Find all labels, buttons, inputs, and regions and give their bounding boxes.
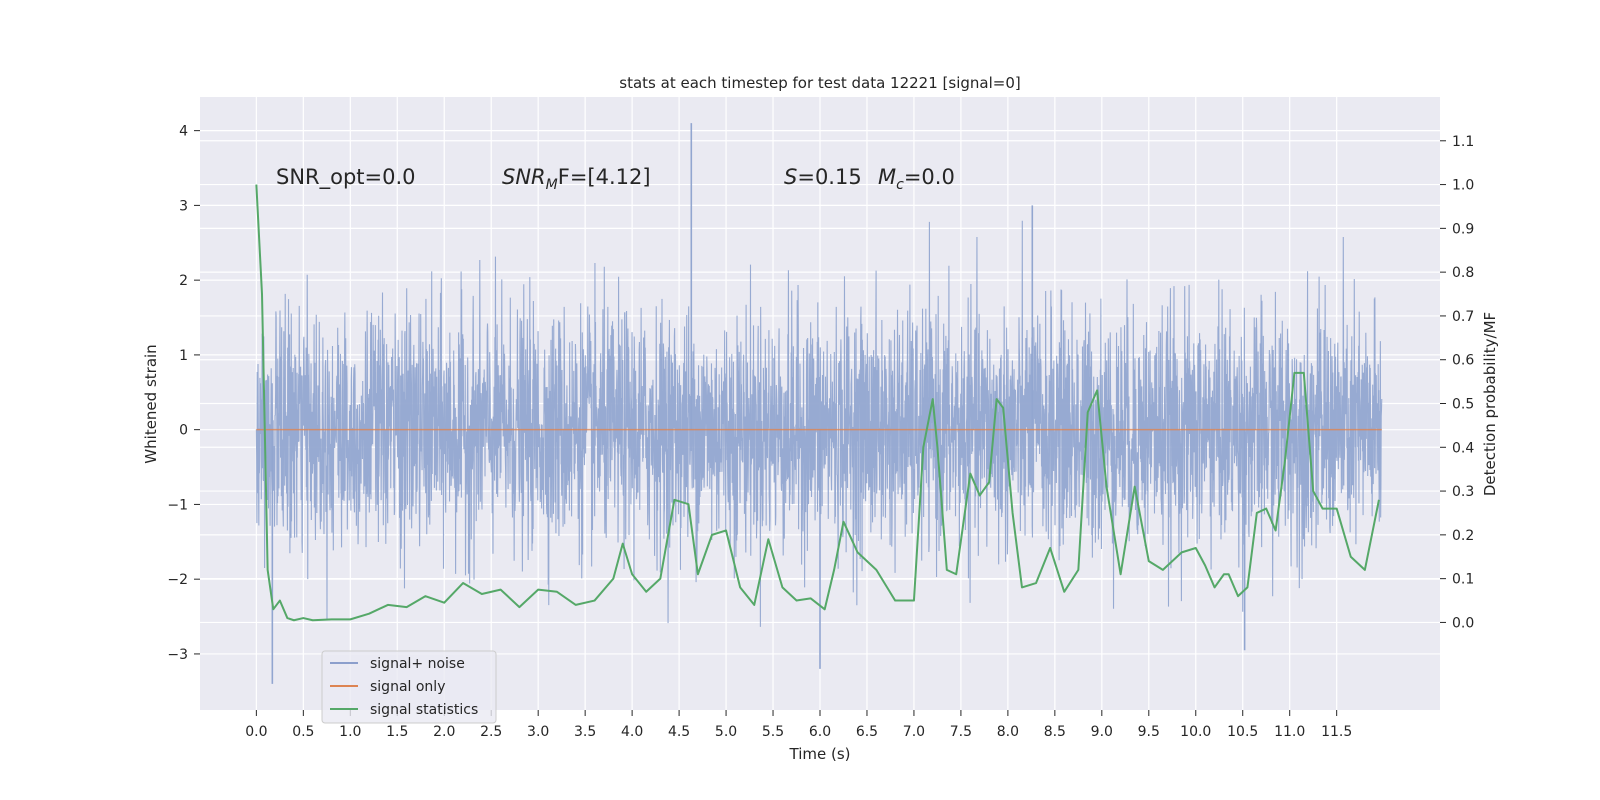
x-tick-label: 8.5 <box>1044 724 1066 740</box>
annotation-snr-mf: SNRMF=[4.12] <box>502 165 651 193</box>
y2-tick-label: 0.8 <box>1452 265 1474 281</box>
x-tick-label: 7.0 <box>903 724 925 740</box>
x-tick-label: 1.5 <box>386 724 408 740</box>
x-tick-label: 2.5 <box>480 724 502 740</box>
s-value: =0.15 <box>797 165 861 189</box>
y2-tick-label: 0.7 <box>1452 309 1474 325</box>
y2-tick-label: 0.3 <box>1452 484 1474 500</box>
series-signal-plus-noise <box>255 123 1383 684</box>
y2-axis-title: Detection probability/MF <box>1481 312 1499 496</box>
x-tick-label: 0.0 <box>245 724 267 740</box>
legend: signal+ noise signal only signal statist… <box>321 650 497 724</box>
y2-tick-label: 0.9 <box>1452 221 1474 237</box>
x-tick-label: 5.5 <box>762 724 784 740</box>
x-tick-label: 1.0 <box>339 724 361 740</box>
mc-value: =0.0 <box>904 165 955 189</box>
y2-tick-label: 0.6 <box>1452 353 1474 369</box>
legend-label-signal: signal only <box>370 679 445 695</box>
y2-tick-label: 1.1 <box>1452 134 1474 150</box>
snr-mf-subscript: M <box>546 177 558 193</box>
annotation-mc: Mc=0.0 <box>878 165 955 193</box>
y2-tick-label: 0.1 <box>1452 572 1474 588</box>
y-tick-label: 3 <box>179 198 188 214</box>
y2-tick-label: 1.0 <box>1452 178 1474 194</box>
mc-subscript: c <box>896 177 904 193</box>
x-tick-label: 9.5 <box>1138 724 1160 740</box>
chart-title: stats at each timestep for test data 122… <box>619 74 1020 92</box>
x-tick-label: 6.0 <box>809 724 831 740</box>
mc-prefix: M <box>878 165 896 189</box>
x-tick-label: 3.0 <box>527 724 549 740</box>
x-tick-label: 10.0 <box>1180 724 1211 740</box>
legend-box <box>321 650 497 724</box>
y2-tick-label: 0.5 <box>1452 397 1474 413</box>
y-axis-title: Whitened strain <box>142 344 160 463</box>
x-tick-label: 0.5 <box>292 724 314 740</box>
legend-label-noise: signal+ noise <box>370 656 465 672</box>
x-tick-label: 4.0 <box>621 724 643 740</box>
x-axis-title: Time (s) <box>789 745 851 763</box>
statistics-line <box>255 184 1380 622</box>
y-tick-label: 2 <box>179 273 188 289</box>
y-axis-ticks: −3 −2 −1 0 1 2 3 4 <box>167 124 200 663</box>
x-tick-label: 9.0 <box>1091 724 1113 740</box>
s-prefix: S <box>784 165 797 189</box>
series-signal-statistics <box>255 184 1380 622</box>
y2-tick-label: 0.0 <box>1452 615 1474 631</box>
snr-mf-prefix: SNR <box>502 165 546 189</box>
noise-trace <box>255 220 1383 627</box>
y-tick-label: −3 <box>167 647 188 663</box>
y-tick-label: 0 <box>179 423 188 439</box>
y2-tick-label: 0.4 <box>1452 440 1474 456</box>
x-tick-label: 2.0 <box>433 724 455 740</box>
x-tick-label: 6.5 <box>856 724 878 740</box>
x-tick-label: 4.5 <box>668 724 690 740</box>
x-tick-label: 5.0 <box>715 724 737 740</box>
x-tick-label: 8.0 <box>997 724 1019 740</box>
x-tick-label: 10.5 <box>1227 724 1258 740</box>
x-tick-label: 11.0 <box>1274 724 1305 740</box>
x-axis-ticks: 0.0 0.5 1.0 1.5 2.0 2.5 3.0 3.5 4.0 4.5 5.0 5.5 6.0 6… <box>245 710 1352 740</box>
snr-mf-value: F=[4.12] <box>558 165 651 189</box>
y-tick-label: −2 <box>167 572 188 588</box>
annotation-snr-opt: SNR_opt=0.0 <box>276 165 416 190</box>
x-tick-label: 3.5 <box>574 724 596 740</box>
x-tick-label: 11.5 <box>1321 724 1352 740</box>
x-tick-label: 7.5 <box>950 724 972 740</box>
annotation-s: S=0.15 <box>784 165 862 189</box>
y-tick-label: −1 <box>167 497 188 513</box>
y-tick-label: 4 <box>179 124 188 140</box>
y2-tick-label: 0.2 <box>1452 528 1474 544</box>
legend-label-stats: signal statistics <box>370 702 478 718</box>
y2-axis-ticks: 0.0 0.1 0.2 0.3 0.4 0.5 0.6 0.7 0.8 0.9 1.0 1.1 <box>1440 134 1474 631</box>
y-tick-label: 1 <box>179 348 188 364</box>
